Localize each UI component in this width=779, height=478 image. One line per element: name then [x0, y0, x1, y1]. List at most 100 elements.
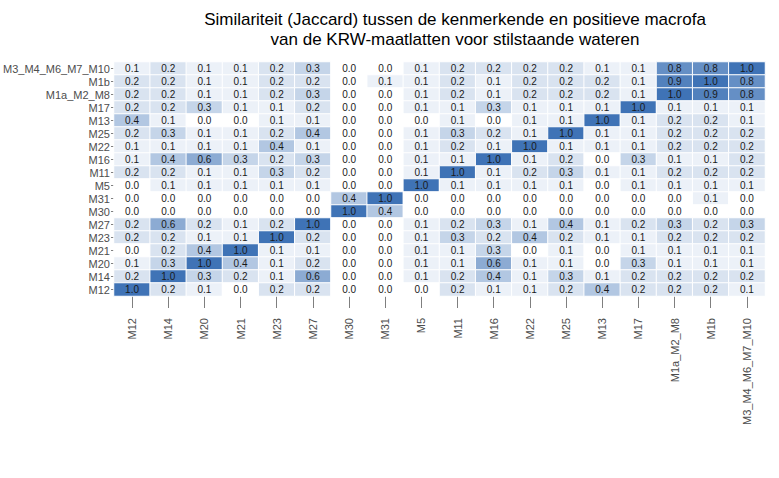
- svg-text:0.2: 0.2: [595, 76, 609, 87]
- svg-text:1.0: 1.0: [342, 206, 356, 217]
- svg-text:M12: M12: [89, 284, 110, 296]
- svg-text:M11: M11: [89, 167, 110, 179]
- svg-text:0.0: 0.0: [342, 141, 356, 152]
- svg-text:0.2: 0.2: [270, 154, 284, 165]
- svg-text:0.0: 0.0: [234, 284, 248, 295]
- svg-text:0.2: 0.2: [270, 219, 284, 230]
- svg-text:0.0: 0.0: [740, 193, 754, 204]
- svg-text:0.4: 0.4: [234, 258, 248, 269]
- svg-text:0.0: 0.0: [342, 63, 356, 74]
- svg-text:0.1: 0.1: [523, 258, 537, 269]
- svg-text:0.1: 0.1: [234, 76, 248, 87]
- svg-text:0.2: 0.2: [740, 141, 754, 152]
- svg-text:M23: M23: [271, 318, 283, 339]
- svg-text:0.4: 0.4: [559, 219, 573, 230]
- svg-text:M16: M16: [488, 318, 500, 339]
- svg-text:M5: M5: [95, 180, 110, 192]
- svg-text:0.0: 0.0: [378, 258, 392, 269]
- svg-text:0.0: 0.0: [414, 206, 428, 217]
- svg-text:0.0: 0.0: [342, 76, 356, 87]
- svg-text:0.3: 0.3: [631, 154, 645, 165]
- svg-text:0.2: 0.2: [668, 167, 682, 178]
- svg-text:0.6: 0.6: [197, 154, 211, 165]
- svg-text:0.0: 0.0: [342, 284, 356, 295]
- svg-text:0.2: 0.2: [270, 128, 284, 139]
- svg-text:0.2: 0.2: [451, 63, 465, 74]
- svg-text:0.3: 0.3: [451, 232, 465, 243]
- svg-text:Similariteit (Jaccard) tussen: Similariteit (Jaccard) tussen de kenmerk…: [204, 10, 706, 29]
- svg-text:0.2: 0.2: [559, 76, 573, 87]
- svg-text:0.0: 0.0: [378, 284, 392, 295]
- svg-text:0.2: 0.2: [270, 89, 284, 100]
- svg-text:0.1: 0.1: [631, 63, 645, 74]
- svg-text:0.0: 0.0: [704, 206, 718, 217]
- svg-text:0.4: 0.4: [306, 128, 320, 139]
- svg-text:0.1: 0.1: [523, 128, 537, 139]
- svg-text:0.1: 0.1: [234, 63, 248, 74]
- svg-text:0.2: 0.2: [125, 219, 139, 230]
- svg-text:0.0: 0.0: [378, 115, 392, 126]
- svg-text:0.0: 0.0: [559, 193, 573, 204]
- svg-text:0.0: 0.0: [234, 206, 248, 217]
- svg-text:M3_M4_M6_M7_M10: M3_M4_M6_M7_M10: [741, 318, 753, 425]
- svg-text:0.0: 0.0: [234, 115, 248, 126]
- svg-text:1.0: 1.0: [668, 89, 682, 100]
- svg-text:0.2: 0.2: [523, 76, 537, 87]
- svg-text:0.0: 0.0: [342, 167, 356, 178]
- svg-text:0.1: 0.1: [595, 63, 609, 74]
- svg-text:0.3: 0.3: [559, 271, 573, 282]
- svg-text:0.0: 0.0: [342, 102, 356, 113]
- svg-text:0.4: 0.4: [595, 284, 609, 295]
- svg-text:0.1: 0.1: [306, 141, 320, 152]
- svg-text:0.2: 0.2: [559, 284, 573, 295]
- svg-text:0.0: 0.0: [378, 167, 392, 178]
- svg-text:1.0: 1.0: [451, 167, 465, 178]
- svg-text:0.2: 0.2: [559, 63, 573, 74]
- svg-text:0.1: 0.1: [523, 180, 537, 191]
- svg-text:0.1: 0.1: [704, 102, 718, 113]
- svg-text:M21: M21: [89, 245, 110, 257]
- svg-text:0.1: 0.1: [234, 128, 248, 139]
- svg-text:1.0: 1.0: [740, 63, 754, 74]
- svg-text:M30: M30: [343, 318, 355, 339]
- svg-text:0.2: 0.2: [487, 232, 501, 243]
- svg-text:1.0: 1.0: [631, 102, 645, 113]
- svg-text:0.1: 0.1: [668, 180, 682, 191]
- svg-text:0.1: 0.1: [414, 167, 428, 178]
- svg-text:0.0: 0.0: [487, 115, 501, 126]
- svg-text:0.0: 0.0: [414, 193, 428, 204]
- svg-text:0.1: 0.1: [197, 167, 211, 178]
- svg-text:0.1: 0.1: [270, 271, 284, 282]
- svg-text:0.1: 0.1: [631, 167, 645, 178]
- svg-text:0.0: 0.0: [595, 245, 609, 256]
- svg-text:0.1: 0.1: [740, 245, 754, 256]
- svg-text:0.0: 0.0: [631, 193, 645, 204]
- svg-text:0.0: 0.0: [342, 128, 356, 139]
- svg-text:0.0: 0.0: [487, 206, 501, 217]
- svg-text:M25: M25: [560, 318, 572, 339]
- svg-text:0.2: 0.2: [125, 102, 139, 113]
- svg-text:M11: M11: [452, 318, 464, 339]
- svg-text:0.1: 0.1: [740, 102, 754, 113]
- svg-text:0.3: 0.3: [306, 63, 320, 74]
- svg-text:0.2: 0.2: [451, 76, 465, 87]
- svg-text:0.1: 0.1: [306, 180, 320, 191]
- svg-text:0.1: 0.1: [270, 115, 284, 126]
- svg-text:0.2: 0.2: [668, 284, 682, 295]
- svg-text:M21: M21: [235, 318, 247, 339]
- svg-text:0.1: 0.1: [197, 141, 211, 152]
- svg-text:0.0: 0.0: [740, 206, 754, 217]
- svg-text:0.9: 0.9: [668, 76, 682, 87]
- svg-text:0.2: 0.2: [559, 232, 573, 243]
- svg-text:0.1: 0.1: [270, 245, 284, 256]
- svg-text:0.2: 0.2: [668, 141, 682, 152]
- svg-text:0.1: 0.1: [451, 180, 465, 191]
- svg-text:0.0: 0.0: [234, 193, 248, 204]
- svg-text:0.1: 0.1: [595, 141, 609, 152]
- svg-text:0.0: 0.0: [161, 206, 175, 217]
- svg-text:0.1: 0.1: [595, 128, 609, 139]
- svg-text:0.1: 0.1: [704, 258, 718, 269]
- svg-text:0.2: 0.2: [161, 102, 175, 113]
- svg-text:0.2: 0.2: [451, 271, 465, 282]
- svg-text:1.0: 1.0: [595, 115, 609, 126]
